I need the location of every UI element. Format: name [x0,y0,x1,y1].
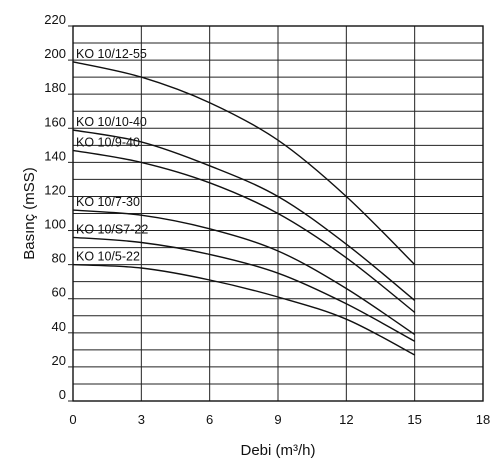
axis-ticks: 0 20 40 60 80 100 120 140 160 180 200 220 0 3 6 9 12 15 18 [44,12,490,427]
series-label: KO 10/5-22 [76,250,140,264]
x-tick-label: 9 [274,412,281,427]
series-labels: KO 10/12-55 KO 10/10-40 KO 10/9-40 KO 10/7-… [76,47,148,264]
grid [73,26,483,401]
series-curve [72,61,416,266]
y-tick-label: 40 [52,319,66,334]
y-axis-title: Basınç (mSS) [21,167,38,260]
series-curve [72,209,416,336]
y-tick-label: 0 [59,387,66,402]
x-tick-label: 12 [339,412,353,427]
series-label: KO 10/7-30 [76,195,140,209]
y-tick-label: 20 [52,353,66,368]
y-tick-label: 200 [44,46,66,61]
series-label: KO 10/10-40 [76,115,147,129]
series-curve [72,149,416,313]
y-tick-label: 60 [52,285,66,300]
series-curve [72,129,416,301]
x-tick-label: 0 [69,412,76,427]
series-label: KO 10/S7-22 [76,222,148,236]
x-axis-title: Debi (m³/h) [240,442,315,459]
y-tick-label: 220 [44,12,66,27]
y-tick-label: 80 [52,251,66,266]
x-tick-label: 3 [138,412,145,427]
y-tick-label: 120 [44,182,66,197]
y-tick-label: 180 [44,80,66,95]
series-curve [72,263,416,356]
series-label: KO 10/12-55 [76,47,147,61]
x-tick-label: 18 [476,412,490,427]
y-tick-label: 140 [44,148,66,163]
series-label: KO 10/9-40 [76,135,140,149]
x-tick-label: 6 [206,412,213,427]
plot-frame [72,25,484,402]
series-curve [72,236,416,342]
series-curves [72,61,416,356]
x-tick-label: 15 [407,412,421,427]
y-tick-label: 160 [44,114,66,129]
y-tick-label: 100 [44,217,66,232]
